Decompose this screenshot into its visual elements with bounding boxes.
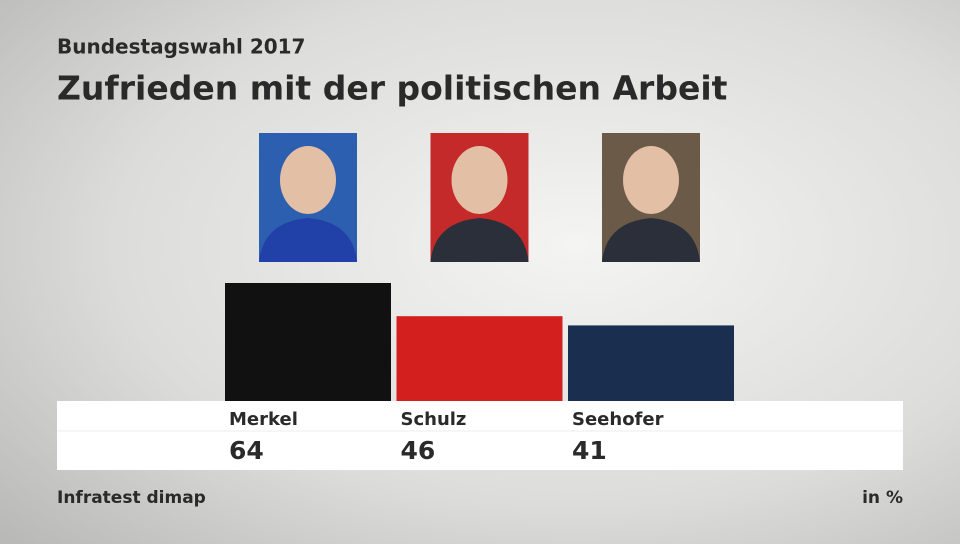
portrait-head [623,146,679,214]
label-band [57,401,903,470]
value-label: 64 [229,436,264,465]
portrait-head [280,146,336,214]
chart-subtitle: Bundestagswahl 2017 [57,35,305,59]
portrait-body [602,218,700,262]
bar [225,283,391,401]
portrait-head [451,146,508,214]
category-label: Seehofer [572,409,664,430]
bar [568,325,734,401]
portrait-body [259,218,357,262]
value-label: 41 [572,436,607,465]
category-label: Merkel [229,409,298,430]
source: Infratest dimap [57,488,206,508]
portrait-body [430,218,529,262]
bar [396,316,563,401]
unit: in % [862,488,903,508]
value-label: 46 [401,436,436,465]
chart-title: Zufrieden mit der politischen Arbeit [57,69,728,108]
category-label: Schulz [401,409,467,430]
